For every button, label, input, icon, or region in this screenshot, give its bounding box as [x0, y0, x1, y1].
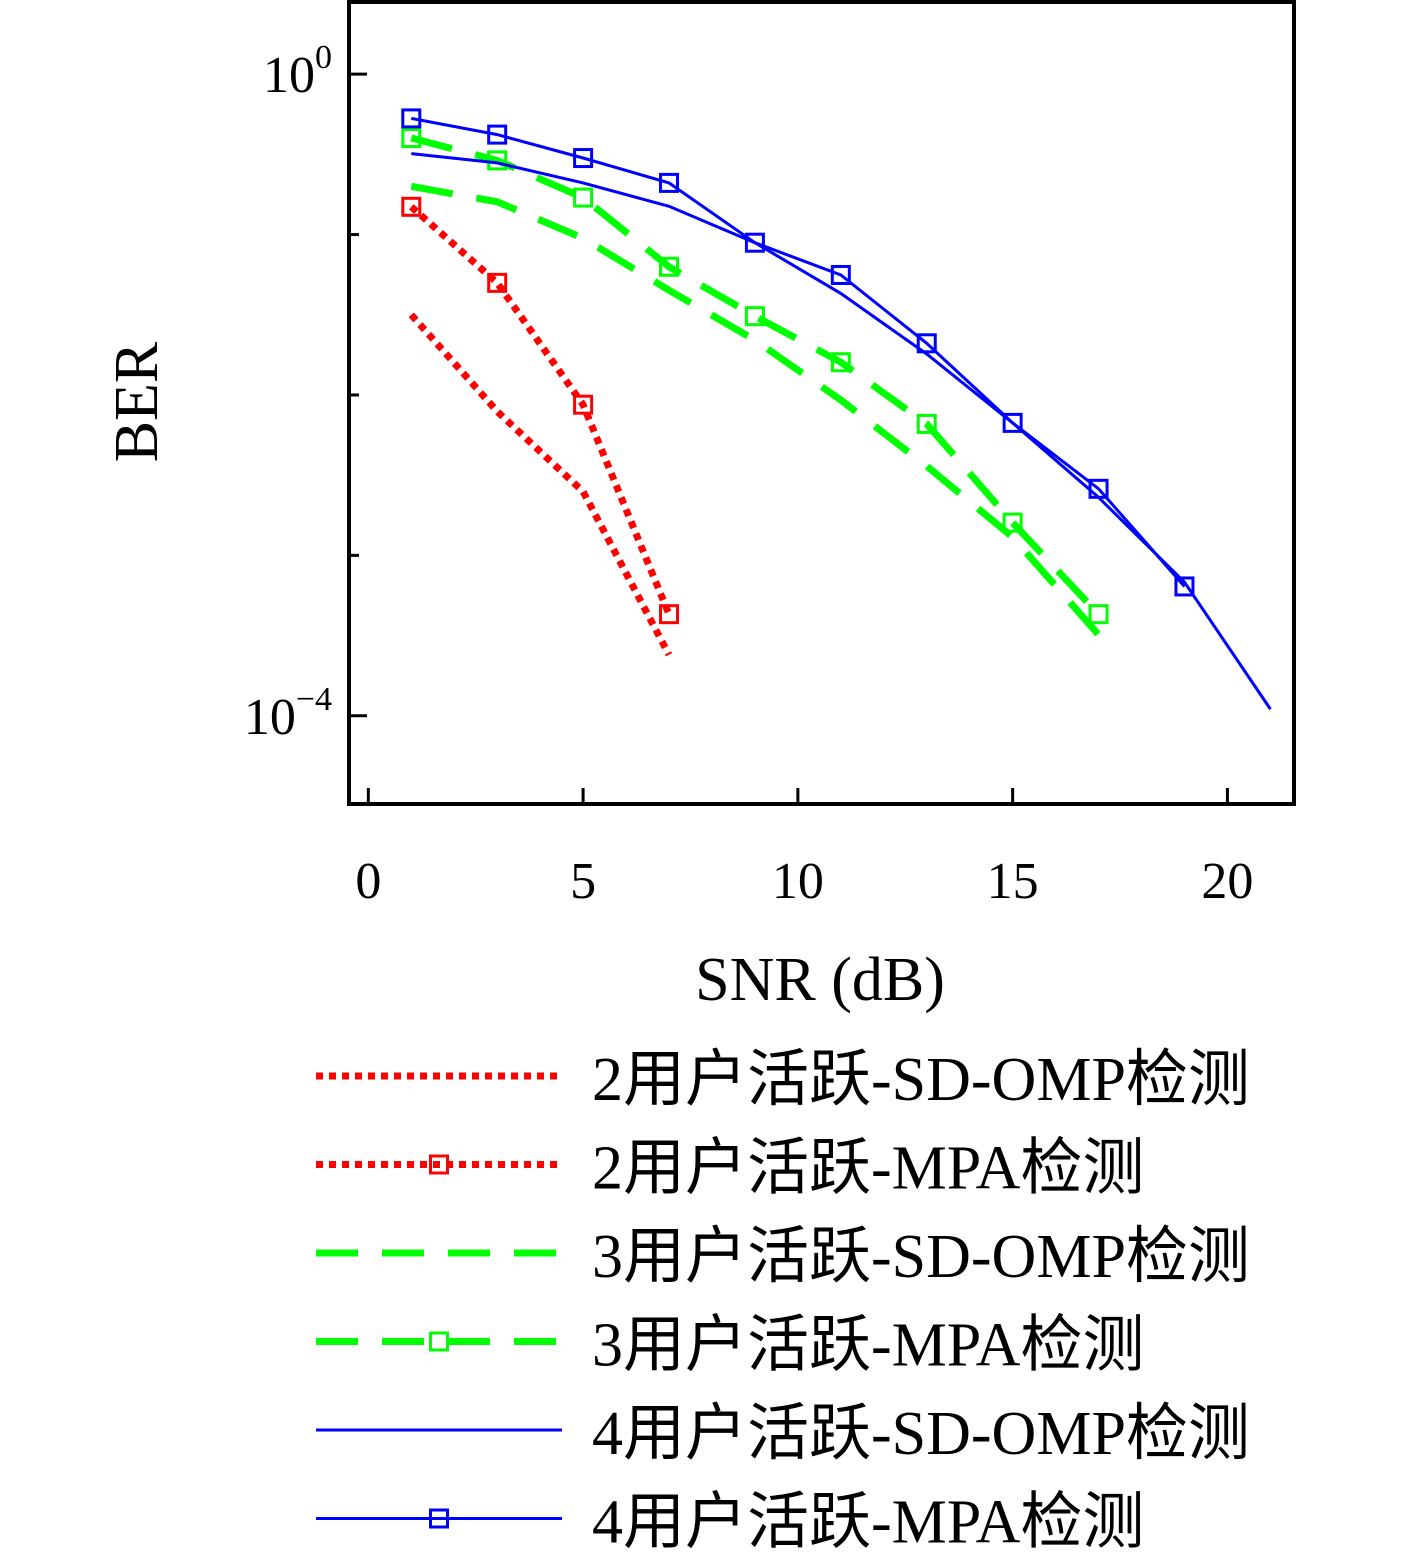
data-point-marker	[744, 306, 765, 327]
x-tick-label: 0	[355, 853, 381, 910]
legend-entry-label: 4用户活跃-SD-OMP检测	[592, 1400, 1250, 1468]
data-point-marker	[487, 150, 508, 171]
data-point-marker	[401, 196, 422, 217]
legend-entry-label: 3用户活跃-SD-OMP检测	[592, 1223, 1250, 1291]
legend-entry-label: 2用户活跃-MPA检测	[592, 1135, 1144, 1203]
data-point-marker	[487, 272, 508, 293]
data-point-marker	[1002, 412, 1023, 433]
ticks-layer: 0 5 10 15 20 100 10−4	[244, 39, 1254, 910]
x-tick-label: 20	[1201, 853, 1253, 910]
series-line	[410, 134, 1102, 617]
data-point-marker	[659, 256, 680, 277]
data-point-marker	[659, 172, 680, 193]
data-point-marker	[744, 232, 765, 253]
x-tick-label: 5	[570, 853, 596, 910]
data-point-marker	[1088, 478, 1109, 499]
data-point-marker	[401, 128, 422, 149]
data-point-marker	[830, 264, 851, 285]
plot-frame	[347, 0, 1296, 806]
y-tick-label: 10−4	[244, 681, 332, 746]
data-point-marker	[573, 394, 594, 415]
series-line	[408, 204, 673, 616]
legend-marker	[429, 1508, 449, 1529]
x-axis-label: SNR (dB)	[695, 946, 945, 1014]
legend: 2用户活跃-SD-OMP检测 2用户活跃-MPA检测 3用户活跃-SD-OMP检测 3…	[316, 1046, 1250, 1557]
x-tick-label: 15	[987, 853, 1039, 910]
legend-entry-label: 3用户活跃-MPA检测	[592, 1312, 1144, 1380]
data-point-marker	[1174, 576, 1195, 597]
y-tick-label: 100	[263, 39, 332, 104]
series-line	[411, 152, 1272, 710]
legend-marker	[429, 1331, 449, 1352]
series-line	[410, 182, 1102, 638]
legend-entry-label: 2用户活跃-SD-OMP检测	[592, 1046, 1250, 1114]
data-point-marker	[1088, 604, 1109, 625]
data-point-marker	[573, 148, 594, 169]
data-point-marker	[573, 187, 594, 208]
data-point-marker	[659, 604, 680, 625]
data-point-marker	[401, 108, 422, 129]
data-point-marker	[830, 352, 851, 373]
x-tick-label: 10	[772, 853, 824, 910]
data-point-marker	[487, 124, 508, 145]
series-line	[408, 312, 673, 657]
data-point-marker	[1002, 512, 1023, 533]
series-layer	[401, 108, 1272, 710]
legend-marker	[429, 1154, 449, 1175]
data-point-marker	[916, 413, 937, 434]
series-line	[411, 116, 1186, 588]
y-axis-label: BER	[103, 341, 171, 462]
data-point-marker	[916, 333, 937, 354]
legend-entry-label: 4用户活跃-MPA检测	[592, 1489, 1144, 1557]
